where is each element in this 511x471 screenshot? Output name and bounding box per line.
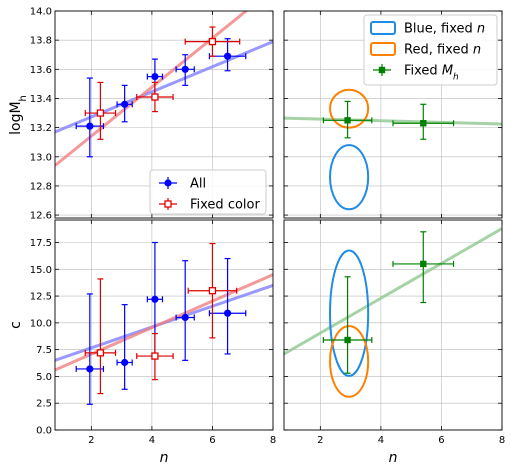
data-point [86, 365, 94, 373]
x-tick-label: 6 [209, 435, 215, 446]
data-point [223, 52, 232, 60]
legend-top-right: Blue, fixed n Red, fixed n Fixed Mh [363, 14, 498, 86]
data-point [344, 117, 351, 124]
x-tick-label: 4 [378, 435, 384, 446]
data-point [96, 349, 105, 357]
contour-ellipse [329, 249, 370, 377]
data-point [96, 109, 105, 117]
data-point [420, 260, 427, 268]
data-point [151, 295, 159, 303]
plot-area [55, 241, 273, 405]
y-axis-label-logmh: logMh [8, 95, 29, 135]
y-tick-label: 13.4 [30, 94, 52, 105]
x-axis-label-left: n [160, 450, 169, 466]
legend-label: Red, fixed n [404, 43, 481, 58]
fit-line [284, 227, 502, 356]
y-tick-label: 0.0 [36, 426, 52, 437]
y-tick-label: 13.8 [30, 36, 52, 47]
panel-frame [283, 219, 503, 431]
y-tick-label: 17.5 [30, 238, 52, 249]
y-tick-label: 12.6 [30, 211, 52, 222]
data-point [121, 100, 129, 108]
panel-frame [54, 219, 274, 431]
legend-label: All [190, 177, 206, 192]
y-tick-label: 7.5 [36, 345, 52, 356]
data-point [121, 358, 129, 367]
data-point [181, 313, 189, 322]
y-tick-label: 15.0 [30, 265, 52, 276]
data-point [86, 122, 94, 130]
y-tick-label: 2.5 [36, 399, 52, 410]
y-tick-label: 13.2 [30, 123, 52, 134]
legend-box [149, 169, 267, 215]
x-tick-label: 2 [88, 435, 94, 446]
plot-area [55, 11, 273, 167]
data-point [223, 309, 232, 317]
fit-line [55, 11, 249, 167]
panel-frame [54, 10, 274, 219]
data-point [151, 72, 159, 81]
legend-label: Fixed color [190, 198, 260, 213]
legend-marker [164, 200, 172, 208]
data-point [181, 65, 189, 73]
y-tick-label: 12.8 [30, 181, 52, 192]
legend-top-left: All Fixed color [149, 169, 267, 215]
panel-bottom-right: 2 4 6 8 [283, 219, 505, 446]
legend-box [363, 14, 498, 86]
x-tick-label: 4 [149, 435, 155, 446]
legend-swatch [370, 21, 396, 35]
y-tick-label: 10.0 [30, 318, 52, 329]
plot-area [284, 227, 502, 398]
panel-top-right [283, 10, 503, 219]
x-tick-label: 6 [438, 435, 444, 446]
panel-top-left: 12.6 12.8 13.0 13.2 13.4 13.6 13.8 14.0 [30, 7, 274, 222]
legend-marker [378, 66, 386, 74]
panel-frame [283, 10, 503, 219]
y-tick-label: 5.0 [36, 372, 52, 383]
panel-bottom-left: 0.0 2.5 5.0 7.5 10.0 12.5 15.0 17.5 2 4 6 8 [30, 219, 276, 446]
y-axis-label-c: c [8, 321, 24, 329]
contour-ellipse [329, 144, 370, 211]
data-point [344, 336, 351, 344]
x-tick-label: 8 [499, 435, 505, 446]
legend-marker [164, 179, 172, 187]
y-tick-label: 13.6 [30, 65, 52, 76]
y-tick-label: 12.5 [30, 292, 52, 303]
data-point [420, 120, 427, 127]
contour-ellipse [329, 88, 370, 129]
x-axis-label-right: n [389, 450, 398, 466]
y-tick-label: 14.0 [30, 7, 52, 18]
plot-area [284, 88, 502, 211]
legend-label: Fixed Mh [404, 64, 459, 83]
data-point [208, 37, 217, 46]
y-tick-label: 13.0 [30, 152, 52, 163]
x-tick-label: 8 [270, 435, 276, 446]
data-point [208, 287, 217, 295]
data-point [151, 93, 159, 101]
x-tick-label: 2 [317, 435, 323, 446]
data-point [151, 352, 159, 360]
legend-swatch [370, 42, 396, 56]
contour-ellipse [329, 325, 370, 398]
legend-label: Blue, fixed n [404, 22, 485, 37]
